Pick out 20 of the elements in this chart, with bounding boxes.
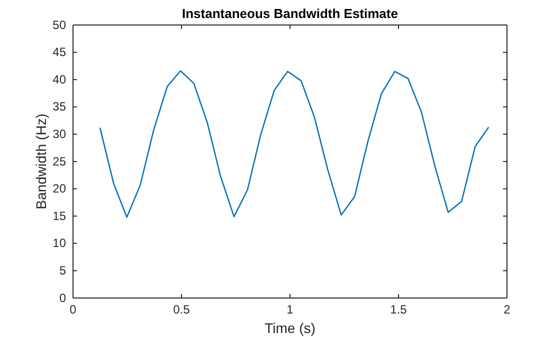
y-tick-label: 45: [52, 45, 66, 60]
y-tick-label: 20: [52, 182, 66, 196]
x-tick-label: 0.5: [173, 302, 190, 317]
y-tick-label: 35: [52, 100, 66, 114]
x-tick-label: 1.5: [390, 302, 408, 317]
x-tick-label: 1: [286, 302, 294, 317]
y-tick-label: 30: [52, 127, 66, 142]
y-tick-label: 10: [52, 236, 66, 250]
y-axis-title: Bandwidth (Hz): [33, 114, 49, 210]
line-series: [99, 70, 489, 218]
y-tick-label: 15: [52, 208, 66, 223]
y-tick-label: 40: [52, 72, 66, 86]
y-tick-label: 5: [59, 264, 66, 278]
x-tick-label: 0: [70, 302, 77, 317]
y-tick-label: 25: [52, 154, 66, 168]
y-tick-label: 50: [52, 18, 66, 32]
chart-title: Instantaneous Bandwidth Estimate: [182, 6, 398, 21]
x-axis-title: Time (s): [264, 320, 316, 336]
y-tick-label: 0: [59, 290, 66, 305]
x-tick-label: 2: [504, 302, 511, 317]
